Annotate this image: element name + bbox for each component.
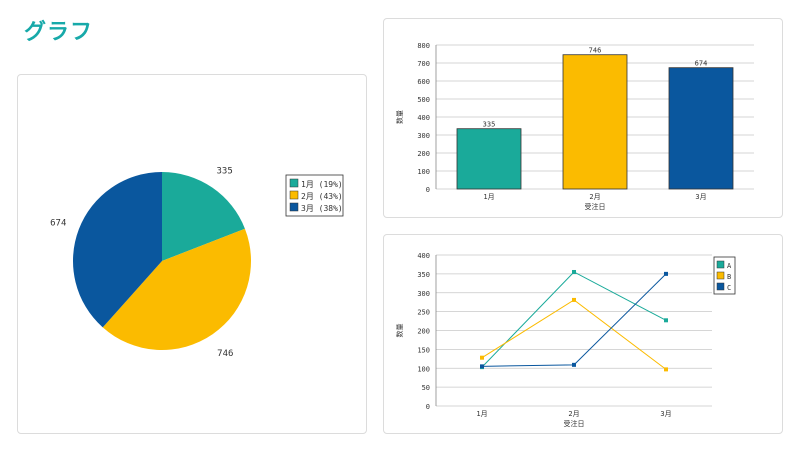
legend-swatch	[716, 282, 725, 291]
bar	[456, 128, 522, 190]
y-tick-label: 200	[417, 150, 430, 158]
y-axis-title: 数量	[395, 110, 404, 124]
y-tick-label: 250	[417, 309, 430, 317]
pie-chart: 335 746 674 1月 (19%) 2月 (43%) 3月 (38%)	[50, 166, 344, 359]
pie-slice	[162, 172, 245, 261]
series-line	[481, 299, 667, 370]
data-point	[664, 367, 668, 372]
y-tick-label: 400	[417, 252, 430, 260]
x-tick-label: 1月	[483, 193, 494, 201]
pie-value-label: 746	[217, 349, 233, 359]
line-chart-card: 0 50 100 150 200 250 300 350 400 1月 2月 3月受注日 数量 A B C	[383, 234, 783, 434]
legend-label: A	[727, 262, 732, 270]
pie-value-label: 335	[217, 166, 233, 176]
y-tick-label: 600	[417, 78, 430, 86]
pie-slice	[73, 172, 162, 328]
legend-swatch	[716, 260, 725, 269]
legend-swatch	[716, 271, 725, 280]
legend-swatch	[289, 178, 299, 188]
y-tick-label: 100	[417, 365, 430, 373]
pie-chart-card: 335 746 674 1月 (19%) 2月 (43%) 3月 (38%)	[17, 74, 367, 434]
bar-value-label: 674	[695, 60, 708, 68]
bar	[668, 67, 734, 190]
y-tick-label: 100	[417, 168, 430, 176]
y-axis-title: 数量	[395, 324, 404, 338]
x-tick-label: 3月	[660, 410, 671, 418]
data-point	[572, 297, 576, 302]
y-tick-label: 300	[417, 132, 430, 140]
y-tick-label: 0	[426, 186, 430, 194]
y-tick-label: 350	[417, 271, 430, 279]
legend-label: 1月 (19%)	[301, 180, 343, 189]
y-tick-label: 150	[417, 346, 430, 354]
y-tick-label: 300	[417, 290, 430, 298]
y-tick-label: 800	[417, 42, 430, 50]
x-tick-label: 2月	[568, 410, 579, 418]
bar-value-label: 335	[483, 121, 496, 129]
y-tick-label: 700	[417, 60, 430, 68]
data-point	[664, 318, 668, 323]
pie-value-label: 674	[50, 218, 66, 228]
bar-chart: 0 100 200 300 400 500 600 700 800 335 1月 746 2月 674 3月…	[395, 42, 754, 211]
y-tick-label: 500	[417, 96, 430, 104]
x-tick-label: 2月	[589, 193, 600, 201]
legend-label: 2月 (43%)	[301, 192, 343, 201]
pie-slice	[102, 228, 251, 350]
legend-label: C	[727, 284, 731, 292]
y-tick-label: 0	[426, 403, 430, 411]
bar	[562, 54, 628, 190]
bar-value-label: 746	[589, 47, 602, 55]
data-point	[572, 362, 576, 367]
y-tick-label: 400	[417, 114, 430, 122]
bar-chart-card: 0 100 200 300 400 500 600 700 800 335 1月 746 2月 674 3月…	[383, 18, 783, 218]
data-point	[480, 355, 484, 360]
x-tick-label: 1月	[476, 410, 487, 418]
x-axis-title: 受注日	[564, 419, 585, 428]
y-tick-label: 50	[422, 384, 430, 392]
legend-label: 3月 (38%)	[301, 204, 343, 213]
legend-label: B	[727, 273, 731, 281]
data-point	[572, 269, 576, 274]
y-tick-label: 200	[417, 328, 430, 336]
legend-swatch	[289, 202, 299, 212]
series-line	[481, 271, 667, 368]
series-line	[481, 273, 667, 367]
data-point	[664, 271, 668, 276]
x-tick-label: 3月	[695, 193, 706, 201]
x-axis-title: 受注日	[585, 202, 606, 211]
page-title: グラフ	[24, 20, 94, 45]
data-point	[480, 364, 484, 369]
legend-swatch	[289, 190, 299, 200]
